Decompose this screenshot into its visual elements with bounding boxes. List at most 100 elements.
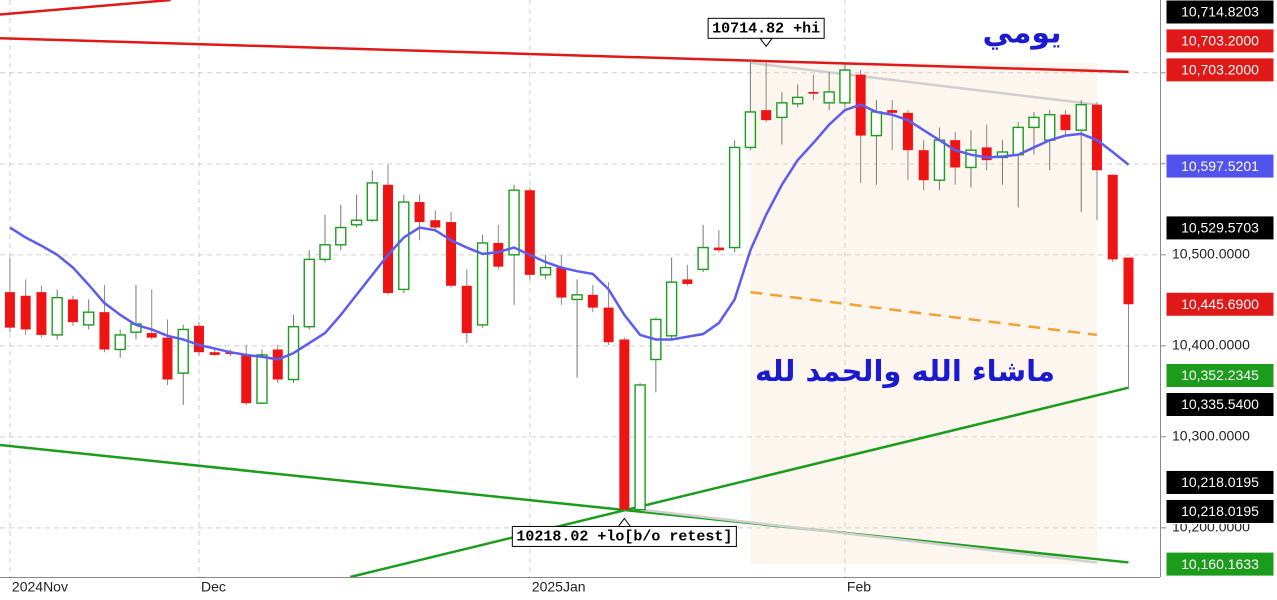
annotation-text: 10218.02 +lo[b/o retest] <box>516 528 732 545</box>
candle-body <box>634 384 646 511</box>
candle-body <box>461 285 472 334</box>
price-label-box <box>1165 28 1275 54</box>
price-label: 10,352.2345 <box>1181 367 1259 383</box>
annotation-pointer <box>759 37 774 48</box>
price-label-box <box>1165 291 1275 317</box>
candle-body <box>603 307 614 343</box>
price-label-box <box>1165 551 1275 577</box>
candle-body <box>4 292 15 328</box>
candle-body <box>476 242 489 326</box>
candle-body <box>209 352 220 355</box>
candle-body <box>776 102 788 119</box>
candle-body <box>241 354 252 404</box>
mid-layer <box>0 0 1129 579</box>
candle-body <box>114 334 126 351</box>
price-label-box <box>1165 498 1275 524</box>
price-label: 10,218.0195 <box>1181 503 1259 519</box>
trend-line <box>750 61 1098 106</box>
candle-body <box>335 226 347 246</box>
candle-body <box>1012 126 1024 156</box>
candle-body <box>177 328 189 374</box>
price-label: 10,445.6900 <box>1181 296 1259 312</box>
x-tick-label: 2024Nov <box>12 579 68 595</box>
x-tick-label: 2025Jan <box>532 579 586 595</box>
axis-layer: 10,200.000010,300.000010,400.000010,500.… <box>12 0 1275 595</box>
candle-body <box>587 294 598 308</box>
candle-body <box>539 266 552 276</box>
candle-body <box>823 91 835 104</box>
price-label: 10,597.5201 <box>1181 158 1259 174</box>
candle-body <box>303 258 315 328</box>
front-layer: 10714.82 +hi 10218.02 +lo[b/o retest] <box>4 17 1134 547</box>
candle-body <box>1060 114 1071 131</box>
candle-body <box>981 147 992 161</box>
x-tick-label: Dec <box>201 579 226 595</box>
candle-body <box>256 354 268 404</box>
candle-body <box>82 311 95 326</box>
y-tick-label: 10,300.0000 <box>1172 428 1250 444</box>
candle-body <box>665 281 678 337</box>
candle-body <box>1028 116 1040 129</box>
candle-body <box>414 202 425 223</box>
candle-body <box>902 112 913 151</box>
candle-body <box>1044 113 1056 141</box>
candle-body <box>839 69 851 104</box>
note-text: ماشاء الله والحمد لله <box>755 354 1055 388</box>
candle-body <box>791 96 804 105</box>
candle-body <box>918 150 929 181</box>
candle-body <box>556 267 567 298</box>
candle-body <box>146 333 157 338</box>
candle-body <box>1075 103 1087 131</box>
candle-body <box>713 247 724 251</box>
candle-body <box>20 295 31 330</box>
price-label-box <box>1165 469 1275 495</box>
candle-body <box>870 111 883 137</box>
candle-body <box>965 149 977 169</box>
candle-body <box>446 222 457 286</box>
candle-body <box>744 111 757 149</box>
note-text: يومي <box>983 16 1062 51</box>
candle-body <box>383 184 394 294</box>
price-label: 10,160.1633 <box>1181 556 1259 572</box>
candle-body <box>1123 257 1134 305</box>
price-label: 10,714.8203 <box>1181 4 1259 20</box>
candle-body <box>1107 174 1118 260</box>
price-label-box <box>1165 153 1275 179</box>
price-label: 10,218.0195 <box>1181 474 1259 490</box>
candle-body <box>398 201 410 291</box>
candle-body <box>619 339 630 510</box>
price-label-box <box>1165 215 1275 241</box>
candle-body <box>808 91 819 94</box>
price-label-box <box>1165 392 1275 418</box>
candle-body <box>524 190 535 275</box>
candle-body <box>162 337 173 380</box>
candle-body <box>887 110 898 113</box>
candle-body <box>1091 104 1102 171</box>
price-label: 10,335.5400 <box>1181 396 1259 412</box>
price-label: 10,703.2000 <box>1181 33 1259 49</box>
candle-body <box>366 182 378 221</box>
annotation: 10218.02 +lo[b/o retest] <box>511 517 737 547</box>
candle-body <box>571 294 583 301</box>
candle-body <box>493 242 504 267</box>
candle-body <box>950 140 961 168</box>
trend-line <box>0 36 1129 74</box>
candle-body <box>51 296 63 336</box>
candle-body <box>761 110 772 121</box>
price-label: 10,703.2000 <box>1181 62 1259 78</box>
candle-body <box>728 146 741 249</box>
moving-average-line <box>9 103 1130 361</box>
annotation: 10714.82 +hi <box>707 17 825 48</box>
trend-line <box>639 508 1098 564</box>
x-tick-label: Feb <box>847 579 871 595</box>
candle-body <box>193 325 204 353</box>
y-tick-label: 10,400.0000 <box>1172 337 1250 353</box>
trend-line <box>0 0 171 16</box>
price-label-box <box>1165 57 1275 83</box>
candle-body <box>319 244 331 261</box>
trend-line <box>0 443 1129 564</box>
annotation-text: 10714.82 +hi <box>712 20 820 37</box>
candle-body <box>933 139 946 181</box>
